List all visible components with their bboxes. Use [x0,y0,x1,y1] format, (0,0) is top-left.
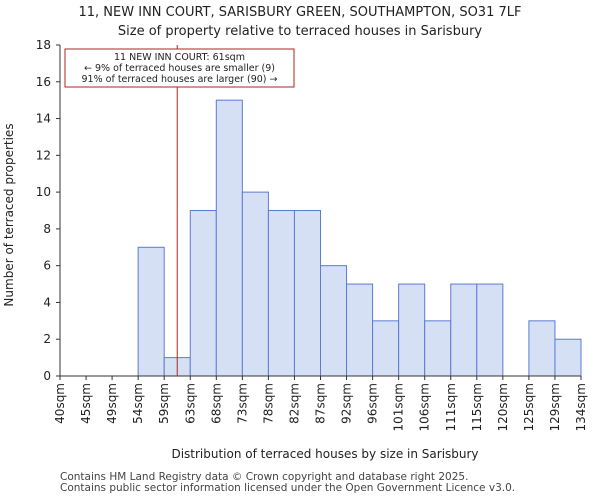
annotation-line-2: ← 9% of terraced houses are smaller (9) [84,63,275,74]
y-tick-label: 8 [43,222,51,236]
bar-63sqm [189,210,217,377]
x-tick-label: 54sqm [131,383,145,424]
x-tick-label: 45sqm [79,383,93,424]
y-axis-label: Number of terraced properties [2,123,16,306]
y-tick-label: 16 [36,75,51,89]
bar-78sqm [267,210,295,377]
annotation-line-1: 11 NEW INN COURT: 61sqm [114,52,245,63]
y-tick-label: 4 [43,295,51,309]
y-tick-label: 6 [43,259,51,273]
bar-111sqm [450,283,478,377]
annotation-line-3: 91% of terraced houses are larger (90) → [82,74,278,85]
x-tick-label: 134sqm [574,383,588,431]
x-axis-label: Distribution of terraced houses by size … [171,447,478,461]
x-tick-label: 87sqm [314,383,328,424]
bar-68sqm [215,99,243,377]
x-tick-label: 115sqm [470,383,484,431]
chart-subtitle: Size of property relative to terraced ho… [118,24,483,39]
x-tick-label: 129sqm [548,383,562,431]
x-tick-label: 59sqm [157,383,171,424]
x-tick-label: 96sqm [366,383,380,424]
x-tick-label: 63sqm [183,383,197,424]
bar-106sqm [424,320,452,377]
highlight: 11 NEW INN COURT: 61sqm← 9% of terraced … [64,45,295,376]
x-tick-label: 78sqm [261,383,275,424]
x-tick-label: 68sqm [209,383,223,424]
x-tick-label: 106sqm [418,383,432,431]
bar-101sqm [398,283,426,377]
bar-125sqm [528,320,556,377]
y-tick-label: 2 [43,332,51,346]
bar-129sqm [554,338,582,377]
x-tick-label: 120sqm [496,383,510,431]
x-tick-label: 82sqm [287,383,301,424]
bar-87sqm [320,265,348,377]
bar-96sqm [372,320,400,377]
footer-line-1: Contains HM Land Registry data © Crown c… [60,471,469,483]
x-tick-label: 101sqm [392,383,406,431]
bar-82sqm [293,210,322,377]
y-tick-label: 18 [36,38,51,52]
x-tick-label: 92sqm [340,383,354,424]
y-tick-label: 10 [36,185,51,199]
bars [137,99,582,377]
bar-73sqm [241,191,269,377]
footer-line-2: Contains public sector information licen… [60,482,516,494]
bar-54sqm [137,246,165,377]
x-tick-label: 111sqm [444,383,458,431]
y-tick-label: 12 [36,148,51,162]
x-tick-label: 40sqm [53,383,67,424]
x-tick-label: 73sqm [235,383,249,424]
x-ticks: 40sqm 45sqm 49sqm 54sqm 59sqm 63sqm 68sqm 73sqm… [53,376,588,431]
annotation-box [64,48,295,88]
x-tick-label: 49sqm [105,383,119,424]
x-tick-label: 125sqm [522,383,536,431]
y-ticks: 0 2 4 6 8 10 12 14 16 18 [36,38,60,383]
bar-92sqm [346,283,374,377]
y-tick-label: 14 [36,112,51,126]
chart-title: 11, NEW INN COURT, SARISBURY GREEN, SOUT… [79,5,522,20]
bar-115sqm [476,283,504,377]
y-tick-label: 0 [43,369,51,383]
